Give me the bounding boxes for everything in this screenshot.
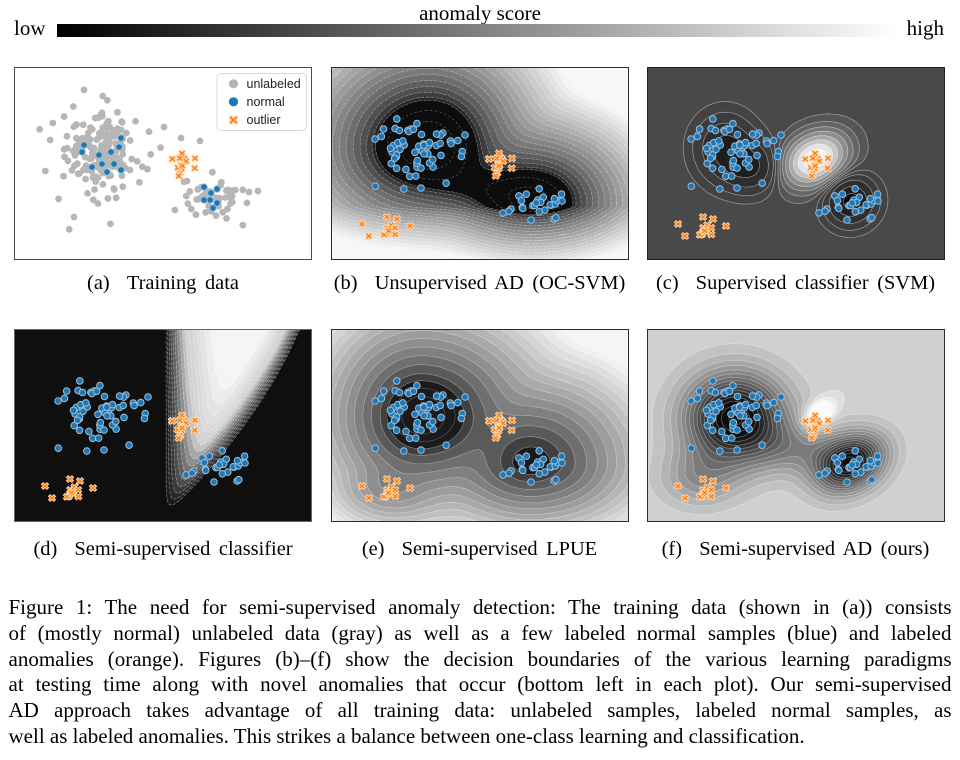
- svg-text:normal: normal: [247, 94, 285, 108]
- svg-text:outlier: outlier: [247, 112, 281, 126]
- svg-text:unlabeled: unlabeled: [247, 76, 301, 90]
